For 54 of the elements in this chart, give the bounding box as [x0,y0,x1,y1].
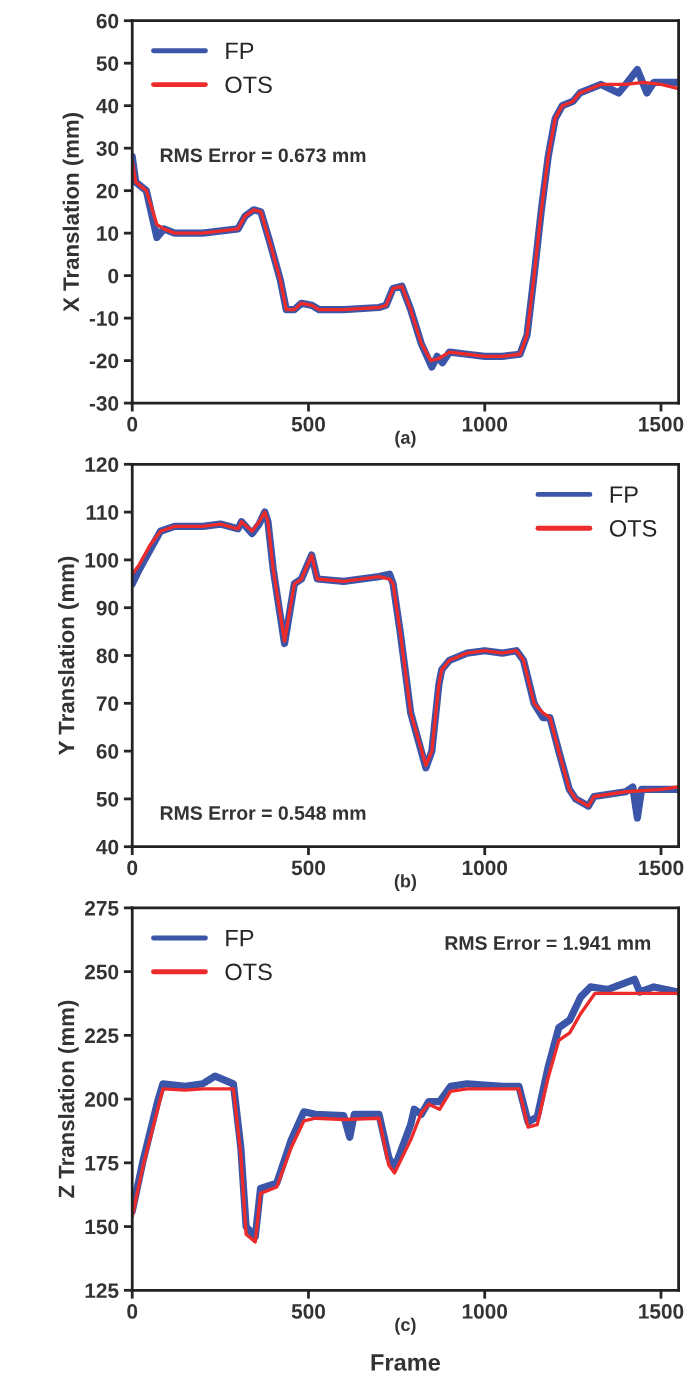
y-tick-label: 125 [85,1283,119,1299]
legend-label: FP [226,930,254,947]
text: (c) [395,1317,416,1335]
y-tick-label: 150 [85,1219,119,1235]
y-tick-label: 60 [96,744,119,759]
y-tick-label: -20 [89,353,119,369]
legend-label: FP [610,486,638,503]
x-tick-label: 500 [291,416,326,432]
y-tick-label: 175 [85,1156,119,1171]
y-tick-label: 0 [108,268,119,284]
x-tick-label: 1000 [462,860,508,876]
x-axis-title: Frame [371,1354,441,1371]
y-tick-label: 275 [85,900,119,916]
x-tick-label: 0 [127,1304,138,1319]
y-tick-label: 20 [96,183,119,199]
x-tick-label: 1500 [639,1304,684,1319]
text: (a) [395,430,416,448]
text: (b) [394,874,417,892]
y-tick-label: 40 [96,98,119,114]
x-tick-label: 1500 [639,416,684,432]
y-tick-label: 50 [96,56,119,71]
y-tick-label: 30 [96,141,119,156]
legend-label: OTS [609,519,657,537]
y-axis-title: X Translation (mm) [62,112,84,312]
y-axis-title: Z Translation (mm) [58,1000,79,1198]
y-tick-label: 10 [97,226,119,241]
y-axis-title: Y Translation (mm) [58,556,79,755]
annotation: RMS Error = 1.941 mm [445,936,651,950]
y-tick-label: 50 [96,791,119,807]
x-tick-label: 0 [127,860,138,876]
legend-label: OTS [225,963,272,981]
y-tick-label: -10 [89,311,119,326]
x-tick-label: 1000 [462,1304,508,1319]
y-tick-label: -30 [89,396,119,411]
legend-label: FP [226,42,254,60]
y-tick-label: 90 [96,600,119,616]
x-tick-label: 500 [291,1304,326,1319]
y-tick-label: 80 [96,648,119,664]
x-tick-label: 500 [291,860,326,876]
y-tick-label: 40 [96,839,119,855]
legend-label: OTS [225,76,272,94]
y-tick-label: 70 [96,696,119,712]
annotation: RMS Error = 0.548 mm [160,806,366,820]
annotation: RMS Error = 0.673 mm [160,148,366,163]
x-tick-label: 1500 [639,860,684,876]
y-tick-label: 100 [85,552,119,568]
x-tick-label: 1000 [462,416,508,432]
y-tick-label: 200 [85,1092,119,1107]
y-tick-label: 120 [85,457,119,473]
y-tick-label: 110 [86,505,119,520]
x-tick-label: 0 [127,416,138,432]
y-tick-label: 250 [85,964,119,980]
y-tick-label: 225 [85,1028,119,1044]
y-tick-label: 60 [96,13,119,29]
